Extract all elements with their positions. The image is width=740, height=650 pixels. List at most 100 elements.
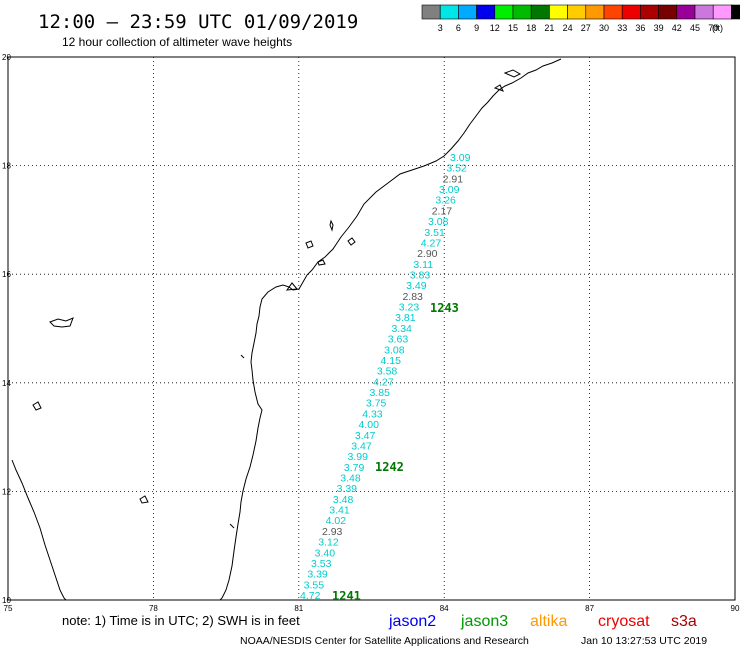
- legend-swatch: [694, 4, 714, 20]
- legend-tick-label: 39: [654, 23, 664, 33]
- legend-tick-label: 15: [508, 23, 518, 33]
- nagapattinam-coast: [219, 597, 223, 601]
- legend-tick-label: 21: [544, 23, 554, 33]
- legend-tick-label: 30: [599, 23, 609, 33]
- wave-height-value: 3.23: [399, 302, 420, 314]
- satellite-name: jason3: [460, 613, 508, 630]
- inland-lake-2: [32, 401, 42, 411]
- wave-height-value: 2.90: [417, 248, 438, 260]
- wave-height-value: 3.48: [333, 494, 354, 506]
- wave-height-value: 3.11: [413, 259, 433, 271]
- pulicat-lake: [305, 240, 314, 249]
- wave-height-value: 4.00: [359, 419, 380, 431]
- wave-height-value: 3.99: [348, 451, 369, 463]
- pass-time-label: 1242: [375, 460, 404, 474]
- wave-height-value: 3.55: [304, 579, 325, 591]
- legend-tick-label: 45: [690, 23, 700, 33]
- wave-height-value: 3.53: [311, 558, 332, 570]
- mahanadi-delta: [493, 84, 505, 92]
- legend-tick-label: 3: [438, 23, 443, 33]
- wave-height-value: 3.83: [410, 270, 431, 282]
- coast-islet-2: [229, 523, 235, 529]
- wave-height-value: 3.47: [351, 440, 372, 452]
- lon-tick-label: 75: [4, 604, 13, 613]
- map-frame: [7, 56, 736, 601]
- wave-height-value: 3.09: [439, 184, 460, 196]
- legend-tick-label: 27: [581, 23, 591, 33]
- legend-swatch: [549, 4, 568, 20]
- satellite-name: jason2: [388, 613, 436, 630]
- coastline: [11, 58, 562, 601]
- altimeter-track: 3.093.522.913.093.262.173.083.514.272.90…: [300, 152, 471, 602]
- wave-height-value: 3.52: [446, 163, 467, 175]
- legend-swatch: [567, 4, 587, 20]
- wave-height-value: 3.81: [395, 312, 416, 324]
- legend-swatch: [494, 4, 514, 20]
- wave-height-value: 3.41: [329, 505, 350, 517]
- legend-swatch: [530, 4, 550, 20]
- lon-tick-label: 90: [731, 604, 740, 613]
- satellite-legend: jason2 jason3 altika cryosat s3a: [388, 613, 697, 630]
- legend-tick-label: 70: [708, 23, 718, 33]
- inland-lake-1: [49, 317, 74, 328]
- lat-tick-label: 14: [2, 379, 11, 388]
- lake-chilika: [329, 219, 334, 232]
- lon-tick-label: 84: [440, 604, 449, 613]
- map-subtitle: 12 hour collection of altimeter wave hei…: [62, 35, 292, 49]
- footer-note: note: 1) Time is in UTC; 2) SWH is in fe…: [62, 613, 300, 628]
- wave-height-value: 2.93: [322, 526, 343, 538]
- wave-height-value: 3.40: [315, 547, 336, 559]
- pass-time-labels: 1243 1242 1241: [332, 301, 459, 603]
- legend-swatch: [640, 4, 659, 20]
- delta-mouth: [285, 282, 298, 291]
- wave-height-value: 3.39: [337, 483, 358, 495]
- wave-height-value: 3.39: [307, 569, 328, 581]
- satellite-name: altika: [530, 613, 567, 630]
- kolleru-lake: [317, 259, 326, 266]
- legend-swatch: [731, 4, 740, 20]
- lat-tick-label: 10: [2, 596, 11, 605]
- wave-height-value: 3.63: [388, 334, 409, 346]
- lat-tick-label: 18: [2, 162, 11, 171]
- wave-height-value: 2.17: [432, 205, 453, 217]
- sri-lanka-coastline: [11, 459, 67, 601]
- wave-height-value: 3.79: [344, 462, 365, 474]
- wave-height-value: 3.85: [370, 387, 391, 399]
- legend-tick-label: 9: [474, 23, 479, 33]
- wave-height-value: 3.47: [355, 430, 376, 442]
- map-title: 12:00 – 23:59 UTC 01/09/2019: [38, 11, 358, 33]
- legend-swatch: [585, 4, 605, 20]
- wave-height-value: 2.83: [402, 291, 423, 303]
- legend-unit: (ft): [712, 23, 723, 33]
- inland-lake-4: [240, 354, 245, 359]
- wave-height-value: 3.58: [377, 366, 398, 378]
- wave-height-value: 3.09: [450, 152, 471, 164]
- legend-swatch: [458, 4, 477, 20]
- legend-tick-label: 18: [526, 23, 536, 33]
- wave-height-value: 4.02: [326, 515, 347, 527]
- india-east-coastline: [221, 58, 562, 599]
- legend-tick-label: 24: [563, 23, 573, 33]
- legend-swatch: [676, 4, 696, 20]
- legend-swatch: [603, 4, 623, 20]
- legend-tick-label: 42: [672, 23, 682, 33]
- legend-swatch: [621, 4, 641, 20]
- lat-tick-label: 20: [2, 53, 11, 62]
- legend-tick-label: 6: [456, 23, 461, 33]
- wave-height-value: 4.15: [380, 355, 401, 367]
- pass-time-label: 1243: [430, 301, 459, 315]
- wave-height-value: 3.26: [435, 195, 456, 207]
- wave-height-value: 3.75: [366, 398, 387, 410]
- satellite-name: cryosat: [598, 613, 650, 630]
- legend-swatch: [712, 4, 732, 20]
- legend-tick-label: 33: [617, 23, 627, 33]
- wave-height-value: 4.27: [373, 376, 394, 388]
- lon-tick-label: 81: [294, 604, 303, 613]
- wave-height-value: 3.51: [424, 227, 445, 239]
- inland-lake-3: [139, 495, 149, 504]
- legend-tick-label: 36: [635, 23, 645, 33]
- wave-height-value: 2.91: [443, 173, 464, 185]
- lat-tick-label: 12: [2, 487, 11, 496]
- wave-height-value: 4.72: [300, 590, 321, 602]
